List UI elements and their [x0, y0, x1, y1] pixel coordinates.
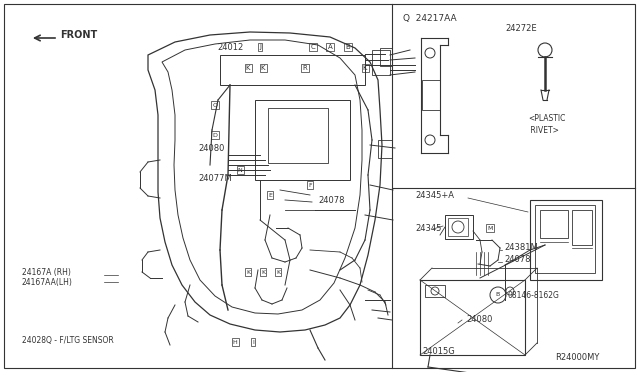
Bar	[535, 205, 595, 273]
Text: M: M	[487, 225, 493, 231]
Text: 24080: 24080	[198, 144, 225, 153]
Bar	[540, 210, 568, 238]
Bar	[380, 48, 392, 66]
Text: I: I	[252, 340, 254, 344]
Text: C: C	[310, 44, 316, 50]
Text: 24167A (RH): 24167A (RH)	[22, 267, 71, 276]
Bar	[220, 55, 365, 85]
Bar	[448, 218, 468, 236]
Bar	[372, 50, 390, 75]
Text: J: J	[259, 44, 261, 50]
Text: R: R	[303, 65, 307, 71]
Bar	[255, 100, 350, 180]
Text: Q  24217AA: Q 24217AA	[403, 13, 456, 22]
Text: K: K	[276, 269, 280, 275]
Text: K: K	[261, 269, 265, 275]
Text: R24000MY: R24000MY	[555, 353, 600, 362]
Bar	[425, 285, 445, 297]
Text: Q: Q	[212, 103, 218, 108]
Bar	[572, 210, 592, 245]
Text: RIVET>: RIVET>	[528, 125, 559, 135]
Bar	[420, 280, 525, 355]
Text: E: E	[268, 192, 272, 198]
Text: FRONT: FRONT	[60, 30, 97, 40]
Bar	[530, 200, 602, 280]
Text: B: B	[496, 292, 500, 298]
Text: 24078: 24078	[504, 256, 531, 264]
Text: 08146-8162G: 08146-8162G	[508, 291, 560, 299]
Text: 24272E: 24272E	[505, 23, 536, 32]
Bar	[268, 108, 328, 163]
Text: 24080: 24080	[466, 315, 492, 324]
Text: <PLASTIC: <PLASTIC	[528, 113, 565, 122]
Text: N: N	[237, 167, 243, 173]
Text: K: K	[260, 65, 265, 71]
Bar	[445, 215, 473, 239]
Text: 24012: 24012	[217, 42, 243, 51]
Text: 24078: 24078	[318, 196, 344, 205]
Bar	[422, 80, 440, 110]
Text: 24028Q - F/LTG SENSOR: 24028Q - F/LTG SENSOR	[22, 336, 114, 344]
Text: 24345: 24345	[415, 224, 442, 232]
Text: A: A	[328, 44, 332, 50]
Text: F: F	[308, 183, 312, 187]
Text: 24345+A: 24345+A	[415, 190, 454, 199]
Text: K: K	[246, 65, 250, 71]
Bar	[378, 140, 392, 158]
Text: K: K	[363, 65, 367, 71]
Text: 24381M: 24381M	[504, 244, 538, 253]
Text: 24167AA(LH): 24167AA(LH)	[22, 278, 73, 286]
Text: D: D	[212, 132, 218, 138]
Text: H: H	[232, 340, 237, 344]
Text: 24077M: 24077M	[198, 173, 232, 183]
Text: 24015G: 24015G	[422, 347, 455, 356]
Text: B: B	[346, 44, 350, 50]
Text: K: K	[246, 269, 250, 275]
